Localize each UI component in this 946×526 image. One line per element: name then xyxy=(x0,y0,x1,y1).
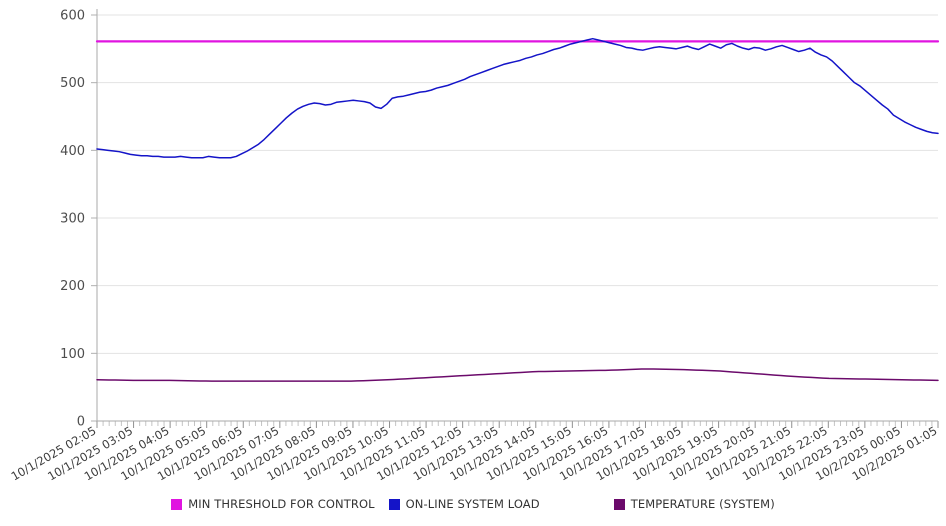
y-tick-label: 0 xyxy=(77,415,85,430)
gridlines xyxy=(91,14,938,422)
y-tick-label: 300 xyxy=(60,212,85,227)
legend-label-temperature-system: TEMPERATURE (SYSTEM) xyxy=(630,497,775,511)
legend-swatch-online-system-load xyxy=(388,498,400,510)
x-axis-minor-ticks xyxy=(96,421,939,428)
legend-label-min-threshold: MIN THRESHOLD FOR CONTROL xyxy=(188,497,375,511)
y-tick-label: 500 xyxy=(60,76,85,91)
y-tick-label: 100 xyxy=(60,347,85,362)
legend-item-temperature-system[interactable]: TEMPERATURE (SYSTEM) xyxy=(613,497,775,511)
series-line xyxy=(96,37,939,159)
y-tick-label: 200 xyxy=(60,279,85,294)
legend-label-online-system-load: ON-LINE SYSTEM LOAD xyxy=(405,497,540,511)
y-tick-label: 600 xyxy=(60,9,85,24)
y-tick-label: 400 xyxy=(60,144,85,159)
series-line xyxy=(96,368,939,382)
y-axis-ticks: 0 100 200 300 400 500 600 xyxy=(60,9,85,430)
line-chart: 0 100 200 300 400 500 600 10/1/2025 02:0510/1/… xyxy=(9,9,940,484)
legend-swatch-temperature-system xyxy=(613,498,625,510)
legend-item-online-system-load[interactable]: ON-LINE SYSTEM LOAD xyxy=(388,497,540,511)
series-lines xyxy=(95,37,940,382)
legend-swatch-min-threshold xyxy=(171,498,183,510)
chart-legend: MIN THRESHOLD FOR CONTROL ON-LINE SYSTEM… xyxy=(0,492,946,516)
legend-item-min-threshold[interactable]: MIN THRESHOLD FOR CONTROL xyxy=(171,497,375,511)
